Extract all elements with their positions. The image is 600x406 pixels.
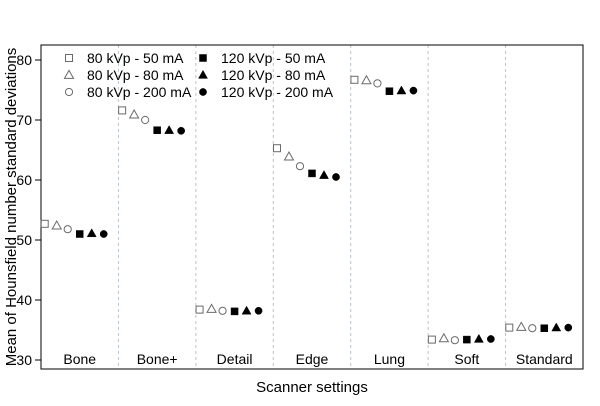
data-point [373, 79, 382, 88]
data-point [332, 173, 340, 181]
data-point [118, 106, 127, 115]
legend-marker [64, 87, 74, 97]
data-point [273, 144, 281, 153]
legend-marker [65, 54, 73, 62]
data-point [40, 219, 49, 228]
y-axis-title: Mean of Hounsfield number standard devia… [3, 48, 20, 367]
data-point [385, 87, 394, 95]
data-point [206, 303, 217, 313]
data-point [473, 333, 484, 343]
data-point [564, 323, 573, 332]
category-label: Standard [516, 351, 573, 367]
legend-label: 120 kVp - 50 mA [221, 50, 326, 66]
data-point [254, 306, 263, 315]
y-tick-label: 70 [16, 112, 32, 128]
category-label: Detail [217, 351, 253, 367]
data-point [515, 321, 527, 331]
category-labels: Bone Bone+ Detail Edge Lung Soft Standard [63, 351, 572, 367]
plot-frame [40, 44, 584, 370]
legend-label: 80 kVp - 80 mA [87, 67, 184, 83]
y-tick-label: 50 [16, 232, 32, 248]
data-point [409, 86, 418, 95]
data-point [528, 324, 537, 333]
category-separators [117, 45, 507, 369]
legend-label: 120 kVp - 200 mA [221, 84, 334, 100]
data-points [40, 74, 573, 345]
data-point [463, 335, 471, 344]
data-point [396, 85, 407, 95]
legend-marker [198, 69, 208, 79]
legend-marker [199, 88, 207, 96]
category-label: Bone [63, 351, 96, 367]
data-point [51, 219, 63, 230]
y-tick-label: 40 [16, 292, 32, 308]
data-point [241, 305, 252, 315]
data-point [75, 230, 84, 238]
data-point [505, 323, 514, 332]
data-point [177, 126, 185, 135]
data-point [230, 307, 239, 316]
y-axis: 30 40 50 60 70 80 [16, 52, 41, 368]
data-point [99, 230, 108, 238]
category-label: Edge [296, 351, 329, 367]
data-point [450, 336, 459, 345]
data-point [128, 108, 140, 119]
legend-label: 80 kVp - 50 mA [87, 50, 184, 66]
data-point [487, 335, 495, 343]
data-point [295, 162, 305, 171]
data-point [218, 306, 227, 315]
y-tick-label: 80 [16, 52, 32, 68]
data-point [361, 74, 372, 85]
legend-label: 80 kVp - 200 mA [87, 84, 192, 100]
data-point [551, 322, 562, 332]
data-point [153, 126, 161, 134]
data-point [438, 332, 450, 343]
category-label: Soft [454, 351, 479, 367]
y-tick-label: 30 [16, 352, 32, 368]
data-point [164, 125, 175, 134]
x-axis-title: Scanner settings [256, 379, 368, 396]
data-point [540, 324, 549, 332]
legend-marker [63, 69, 75, 79]
category-label: Lung [374, 351, 405, 367]
data-point [141, 115, 150, 125]
data-point [63, 225, 72, 234]
category-label: Bone+ [137, 351, 178, 367]
legend-label: 120 kVp - 80 mA [221, 67, 326, 83]
data-point [427, 335, 436, 344]
data-point [350, 75, 359, 84]
data-point [86, 228, 97, 238]
data-point [319, 170, 329, 179]
data-point [308, 169, 316, 178]
legend-marker [199, 54, 207, 62]
data-point [283, 150, 295, 161]
y-tick-label: 60 [16, 172, 32, 188]
data-point [195, 305, 204, 314]
